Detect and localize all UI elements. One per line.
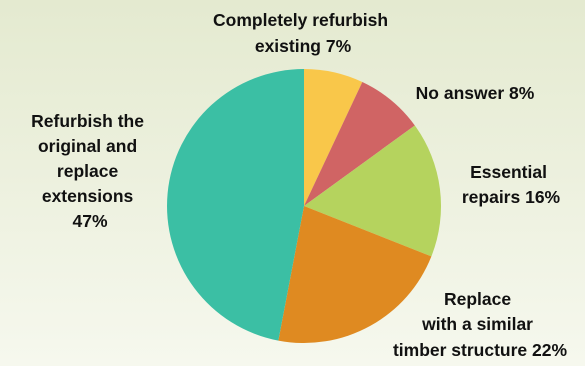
label-completely-refurbish: Completely refurbish existing 7% <box>213 10 393 56</box>
label-refurbish-original: Refurbish the original and replace exten… <box>31 111 149 231</box>
pie-slices <box>167 69 442 343</box>
pie-slice-essential-repairs <box>304 125 442 257</box>
label-no-answer: No answer 8% <box>416 83 535 103</box>
label-essential-repairs: Essential repairs 16% <box>462 162 561 207</box>
pie-slice-completely-refurbish-existing <box>304 69 363 206</box>
pie-slice-replace-with-a-similar-timber-structure <box>278 206 432 343</box>
pie-slice-no-answer <box>304 82 415 206</box>
label-replace-timber: Replace with a similar timber structure … <box>393 289 568 360</box>
pie-slice-refurbish-the-original-and-replace-extensions <box>167 69 304 341</box>
